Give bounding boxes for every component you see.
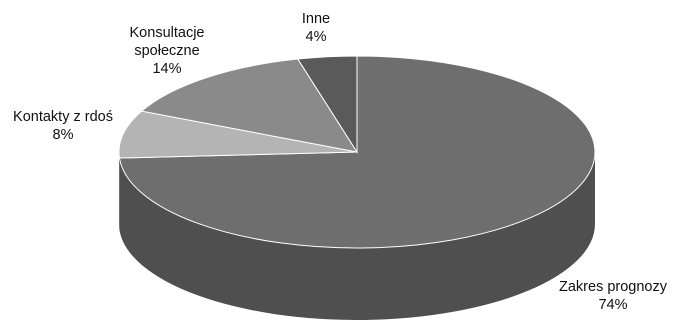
slice-label-zakres-prognozy: Zakres prognozy 74% xyxy=(548,278,675,314)
pie-slice-kontakty-z-rdo xyxy=(118,110,358,159)
slice-name-kontakty: Kontakty z rdoś xyxy=(13,109,113,125)
slice-label-konsultacje: Konsultacje społeczne 14% xyxy=(112,24,222,78)
pie-slice-inne xyxy=(296,55,358,154)
slice-value-konsultacje: 14% xyxy=(152,61,182,77)
slice-name-inne: Inne xyxy=(301,11,331,27)
slice-value-zakres-prognozy: 74% xyxy=(598,297,628,313)
slice-name-konsultacje-line1: Konsultacje xyxy=(129,25,205,41)
slice-value-inne: 4% xyxy=(305,29,327,45)
slice-name-konsultacje-line2: społeczne xyxy=(134,43,200,59)
slice-label-kontakty: Kontakty z rdoś 8% xyxy=(0,108,126,144)
pie-slice-konsultacje-spo-eczne xyxy=(140,58,359,153)
slice-name-zakres-prognozy: Zakres prognozy xyxy=(559,279,667,295)
slice-value-kontakty: 8% xyxy=(52,127,74,143)
slice-label-inne: Inne 4% xyxy=(286,10,346,46)
pie-side-zakres-prognozy xyxy=(119,152,595,321)
